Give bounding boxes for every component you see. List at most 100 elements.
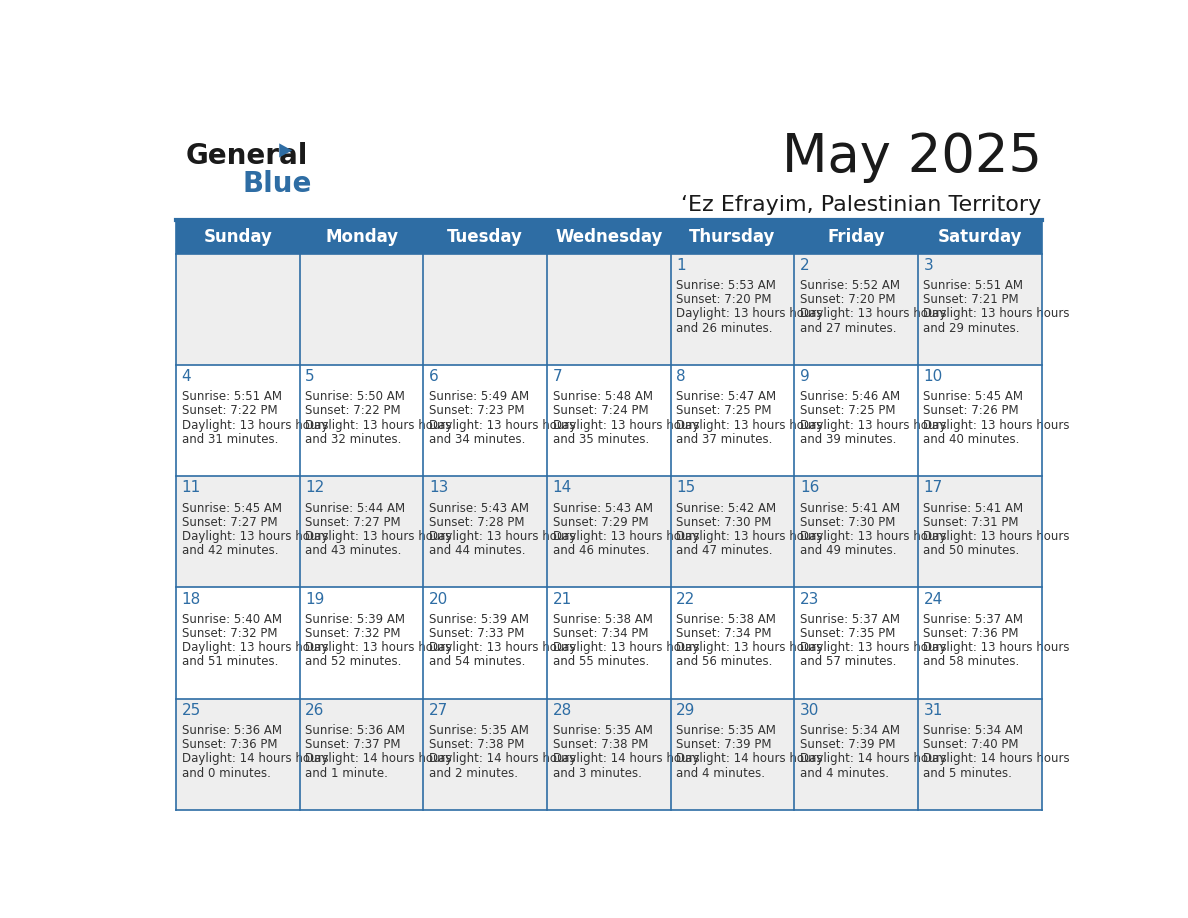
Bar: [176, 699, 299, 810]
Text: May 2025: May 2025: [782, 131, 1042, 184]
Text: 29: 29: [676, 703, 695, 718]
Text: and 50 minutes.: and 50 minutes.: [923, 544, 1019, 557]
Text: Daylight: 13 hours hours: Daylight: 13 hours hours: [305, 419, 451, 431]
Text: Sunset: 7:20 PM: Sunset: 7:20 PM: [800, 293, 896, 307]
Text: 17: 17: [923, 480, 943, 496]
Bar: [299, 699, 423, 810]
Text: 13: 13: [429, 480, 448, 496]
Text: and 5 minutes.: and 5 minutes.: [923, 767, 1012, 779]
Text: Sunset: 7:32 PM: Sunset: 7:32 PM: [182, 627, 277, 640]
Text: Sunrise: 5:39 AM: Sunrise: 5:39 AM: [429, 613, 529, 626]
Text: Daylight: 13 hours hours: Daylight: 13 hours hours: [676, 530, 823, 543]
Text: Sunrise: 5:40 AM: Sunrise: 5:40 AM: [182, 613, 282, 626]
Text: Daylight: 13 hours hours: Daylight: 13 hours hours: [800, 641, 947, 655]
Text: Daylight: 13 hours hours: Daylight: 13 hours hours: [923, 308, 1070, 320]
Text: Friday: Friday: [827, 228, 885, 246]
Text: and 57 minutes.: and 57 minutes.: [800, 655, 896, 668]
Text: Thursday: Thursday: [689, 228, 776, 246]
Text: Sunset: 7:27 PM: Sunset: 7:27 PM: [182, 516, 277, 529]
Text: 1: 1: [676, 258, 685, 273]
Text: Sunset: 7:40 PM: Sunset: 7:40 PM: [923, 738, 1019, 751]
Text: and 55 minutes.: and 55 minutes.: [552, 655, 649, 668]
Text: 27: 27: [429, 703, 448, 718]
Text: and 54 minutes.: and 54 minutes.: [429, 655, 525, 668]
Text: Sunrise: 5:37 AM: Sunrise: 5:37 AM: [923, 613, 1024, 626]
Text: Sunrise: 5:34 AM: Sunrise: 5:34 AM: [923, 724, 1024, 737]
Text: Sunrise: 5:35 AM: Sunrise: 5:35 AM: [552, 724, 652, 737]
Text: 21: 21: [552, 592, 571, 607]
Text: 4: 4: [182, 369, 191, 384]
Text: and 31 minutes.: and 31 minutes.: [182, 432, 278, 446]
Text: Daylight: 14 hours hours: Daylight: 14 hours hours: [429, 753, 575, 766]
Text: Sunset: 7:23 PM: Sunset: 7:23 PM: [429, 405, 524, 418]
Text: Daylight: 13 hours hours: Daylight: 13 hours hours: [923, 641, 1070, 655]
Text: and 3 minutes.: and 3 minutes.: [552, 767, 642, 779]
Text: Sunset: 7:35 PM: Sunset: 7:35 PM: [800, 627, 896, 640]
Bar: [176, 365, 299, 476]
Text: Sunset: 7:36 PM: Sunset: 7:36 PM: [182, 738, 277, 751]
Bar: [299, 365, 423, 476]
Text: Sunset: 7:39 PM: Sunset: 7:39 PM: [800, 738, 896, 751]
Text: Sunset: 7:33 PM: Sunset: 7:33 PM: [429, 627, 524, 640]
Text: Sunset: 7:21 PM: Sunset: 7:21 PM: [923, 293, 1019, 307]
Text: Sunrise: 5:46 AM: Sunrise: 5:46 AM: [800, 390, 901, 403]
Text: and 42 minutes.: and 42 minutes.: [182, 544, 278, 557]
Text: Sunrise: 5:41 AM: Sunrise: 5:41 AM: [923, 501, 1024, 515]
Text: Daylight: 13 hours hours: Daylight: 13 hours hours: [676, 308, 823, 320]
Bar: [176, 588, 299, 699]
Text: Sunrise: 5:35 AM: Sunrise: 5:35 AM: [429, 724, 529, 737]
Bar: [176, 476, 299, 588]
Text: Sunset: 7:20 PM: Sunset: 7:20 PM: [676, 293, 772, 307]
Text: 24: 24: [923, 592, 943, 607]
Bar: [546, 253, 671, 365]
Text: Sunset: 7:34 PM: Sunset: 7:34 PM: [552, 627, 649, 640]
Text: Daylight: 13 hours hours: Daylight: 13 hours hours: [552, 641, 699, 655]
Bar: [423, 365, 546, 476]
Text: and 37 minutes.: and 37 minutes.: [676, 432, 772, 446]
Text: Daylight: 13 hours hours: Daylight: 13 hours hours: [182, 530, 328, 543]
Text: and 49 minutes.: and 49 minutes.: [800, 544, 896, 557]
Text: 28: 28: [552, 703, 571, 718]
Text: Sunset: 7:29 PM: Sunset: 7:29 PM: [552, 516, 649, 529]
Text: 11: 11: [182, 480, 201, 496]
Text: and 0 minutes.: and 0 minutes.: [182, 767, 271, 779]
Bar: [423, 699, 546, 810]
Text: Sunset: 7:32 PM: Sunset: 7:32 PM: [305, 627, 400, 640]
Text: ‘Ez Efrayim, Palestinian Territory: ‘Ez Efrayim, Palestinian Territory: [682, 195, 1042, 215]
Text: and 29 minutes.: and 29 minutes.: [923, 321, 1020, 334]
Text: Sunset: 7:39 PM: Sunset: 7:39 PM: [676, 738, 772, 751]
Text: Sunset: 7:25 PM: Sunset: 7:25 PM: [800, 405, 896, 418]
Text: 25: 25: [182, 703, 201, 718]
Text: Sunrise: 5:45 AM: Sunrise: 5:45 AM: [923, 390, 1024, 403]
Text: Daylight: 13 hours hours: Daylight: 13 hours hours: [305, 530, 451, 543]
Text: Daylight: 13 hours hours: Daylight: 13 hours hours: [552, 419, 699, 431]
Text: and 51 minutes.: and 51 minutes.: [182, 655, 278, 668]
Bar: [671, 699, 795, 810]
Text: 10: 10: [923, 369, 943, 384]
Text: Sunrise: 5:42 AM: Sunrise: 5:42 AM: [676, 501, 776, 515]
Text: and 4 minutes.: and 4 minutes.: [800, 767, 889, 779]
Text: Sunrise: 5:48 AM: Sunrise: 5:48 AM: [552, 390, 652, 403]
Text: and 4 minutes.: and 4 minutes.: [676, 767, 765, 779]
Bar: [918, 699, 1042, 810]
Text: Daylight: 13 hours hours: Daylight: 13 hours hours: [676, 641, 823, 655]
Text: Daylight: 13 hours hours: Daylight: 13 hours hours: [923, 530, 1070, 543]
Text: and 34 minutes.: and 34 minutes.: [429, 432, 525, 446]
Text: 18: 18: [182, 592, 201, 607]
Text: Sunrise: 5:38 AM: Sunrise: 5:38 AM: [676, 613, 776, 626]
Text: Sunrise: 5:53 AM: Sunrise: 5:53 AM: [676, 279, 776, 292]
Text: Sunset: 7:24 PM: Sunset: 7:24 PM: [552, 405, 649, 418]
Text: Sunrise: 5:36 AM: Sunrise: 5:36 AM: [305, 724, 405, 737]
Bar: [423, 476, 546, 588]
Text: Daylight: 14 hours hours: Daylight: 14 hours hours: [182, 753, 328, 766]
Text: and 26 minutes.: and 26 minutes.: [676, 321, 772, 334]
Bar: [546, 699, 671, 810]
Text: Sunset: 7:26 PM: Sunset: 7:26 PM: [923, 405, 1019, 418]
Text: 15: 15: [676, 480, 695, 496]
Text: Daylight: 13 hours hours: Daylight: 13 hours hours: [552, 530, 699, 543]
Text: 31: 31: [923, 703, 943, 718]
Text: and 52 minutes.: and 52 minutes.: [305, 655, 402, 668]
Text: Sunrise: 5:43 AM: Sunrise: 5:43 AM: [429, 501, 529, 515]
Text: 5: 5: [305, 369, 315, 384]
Text: 3: 3: [923, 258, 934, 273]
